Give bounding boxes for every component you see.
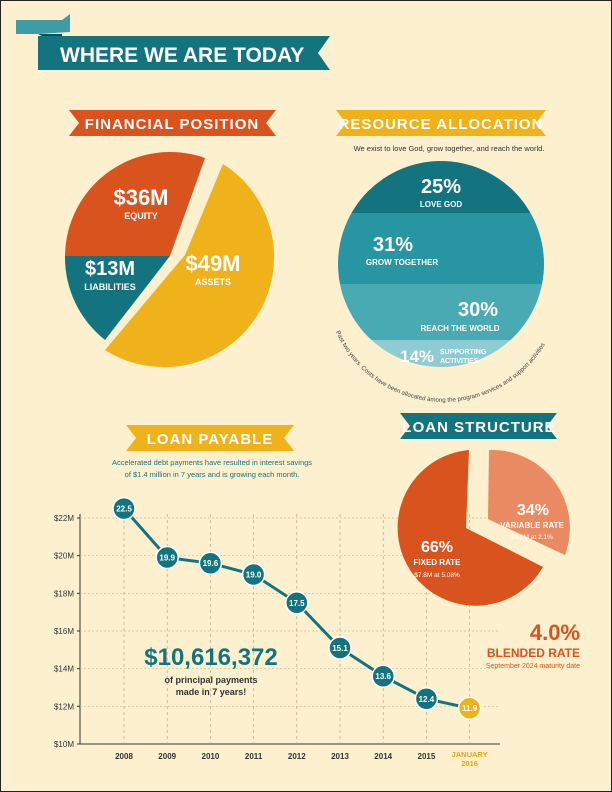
equity-value: $36M [113, 185, 168, 210]
fixed-rate-detail: $7.8M at 5.08% [414, 572, 460, 579]
liabilities-label: LIABILITIES [84, 282, 136, 292]
supporting-activities-label-1: SUPPORTING [440, 349, 487, 356]
segment-reach-the-world [338, 284, 544, 340]
supporting-activities-pct: 14% [400, 347, 434, 366]
liabilities-value: $13M [85, 258, 135, 280]
y-tick-label: $18M [54, 589, 74, 598]
data-point-label: 19.0 [246, 571, 262, 580]
y-tick-label: $16M [54, 627, 74, 636]
segment-grow-together [338, 213, 544, 284]
data-point [328, 636, 352, 660]
data-point-label: 13.6 [375, 672, 391, 681]
x-tick-label: 2009 [158, 752, 176, 761]
assets-label: ASSETS [195, 277, 231, 287]
financial-position-pie: $36M EQUITY $13M LIABILITIES $49M ASSETS [64, 151, 275, 368]
love-god-pct: 25% [421, 176, 461, 198]
data-point-label: 11.9 [462, 704, 478, 713]
blended-rate-label: BLENDED RATE [487, 646, 580, 660]
resource-allocation-banner: RESOURCE ALLOCATION [336, 110, 546, 136]
loan-payable-heading: LOAN PAYABLE [147, 431, 273, 448]
resource-allocation-subtitle: We exist to love God, grow together, and… [354, 144, 545, 153]
data-point [198, 551, 223, 575]
grow-together-pct: 31% [373, 234, 413, 256]
loan-payable-ribbon [126, 425, 294, 451]
blended-rate-note: September 2024 maturity date [486, 663, 580, 670]
love-god-label: LOVE GOD [420, 200, 462, 209]
x-tick-label: 2012 [288, 752, 306, 761]
data-point [371, 664, 395, 688]
data-point-label: 22.5 [116, 505, 132, 514]
resource-allocation-ribbon [336, 110, 546, 136]
loan-structure-pie: 34% VARIABLE RATE $4.1M at 2.1% 66% FIXE… [397, 449, 570, 606]
pie-slice-fixed-rate [397, 450, 543, 606]
financial-position-ribbon [69, 110, 276, 136]
variable-rate-detail: $4.1M at 2.1% [511, 534, 553, 541]
loan-payable-subtitle-2: of $1.4 million in 7 years and is growin… [125, 470, 300, 479]
header-title: WHERE WE ARE TODAY [60, 44, 304, 67]
data-point [112, 496, 136, 521]
x-tick-label: 2010 [202, 752, 220, 761]
loan-structure-heading: LOAN STRUCTURE [402, 419, 555, 436]
fixed-rate-pct: 66% [421, 539, 453, 556]
x-tick-label: 2014 [374, 752, 392, 761]
y-tick-label: $20M [54, 552, 74, 561]
variable-rate-label: VARIABLE RATE [500, 521, 564, 530]
equity-label: EQUITY [124, 211, 158, 221]
x-tick-label: 2011 [245, 752, 263, 761]
reach-the-world-label: REACH THE WORLD [420, 324, 499, 333]
loan-payable-line-chart: $10M $12M $14M $16M $18M $20M $22M 2008 2009 201… [54, 496, 500, 768]
x-tick-label: 2013 [331, 752, 349, 761]
fixed-rate-label: FIXED RATE [414, 558, 462, 567]
blended-rate-value: 4.0% [530, 620, 580, 645]
header-banner: WHERE WE ARE TODAY [16, 14, 330, 70]
x-tick-label-last-line2: 2016 [461, 759, 478, 768]
data-point [457, 696, 482, 720]
financial-position-banner: FINANCIAL POSITION [69, 110, 276, 136]
pie-slice-liabilities [64, 256, 170, 340]
data-point [241, 562, 266, 587]
principal-payments-value: $10,616,372 [144, 644, 277, 671]
principal-payments-label-2: made in 7 years! [176, 687, 247, 697]
data-point [155, 545, 179, 570]
variable-rate-pct: 34% [517, 502, 549, 519]
header-ribbon [38, 36, 330, 70]
y-tick-label: $22M [54, 514, 74, 523]
x-tick-label-last-line1: JANUARY [452, 750, 488, 759]
principal-payments-label-1: of principal payments [164, 675, 257, 685]
data-point-label: 19.6 [203, 559, 219, 568]
data-point-label: 12.4 [419, 695, 435, 704]
pie-slice-equity [65, 151, 205, 256]
loan-payable-banner: LOAN PAYABLE [126, 425, 294, 451]
data-point-label: 17.5 [289, 599, 305, 608]
grow-together-label: GROW TOGETHER [366, 258, 439, 267]
loan-payable-subtitle-1: Accelerated debt payments have resulted … [112, 458, 312, 467]
data-point-label: 15.1 [332, 644, 348, 653]
reach-the-world-pct: 30% [458, 299, 498, 321]
data-point [414, 687, 439, 711]
financial-position-heading: FINANCIAL POSITION [85, 116, 259, 133]
pie-slice-assets [105, 164, 275, 368]
assets-value: $49M [185, 251, 240, 276]
data-point [285, 591, 309, 615]
y-tick-label: $12M [54, 702, 74, 711]
loan-structure-ribbon [400, 413, 557, 439]
y-tick-label: $14M [54, 665, 74, 674]
header-fold-back [16, 14, 70, 34]
data-point-label: 19.9 [159, 554, 175, 563]
pie-slice-variable-rate [488, 449, 570, 555]
x-tick-label: 2008 [115, 752, 133, 761]
loan-structure-banner: LOAN STRUCTURE [400, 413, 557, 439]
y-tick-label: $10M [54, 740, 74, 749]
supporting-activities-label-2: ACTIVITIES [440, 358, 479, 365]
resource-allocation-heading: RESOURCE ALLOCATION [339, 116, 544, 133]
x-tick-label: 2015 [418, 752, 436, 761]
